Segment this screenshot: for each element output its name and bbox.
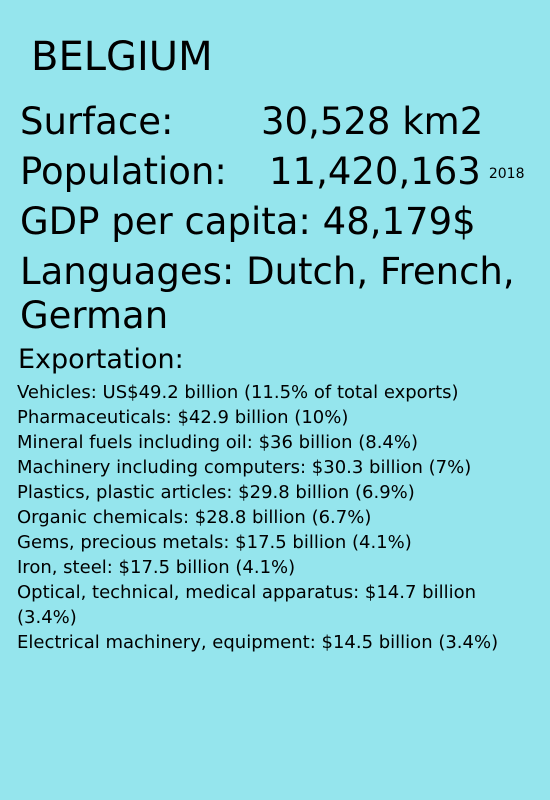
population-label: Population: <box>20 150 227 193</box>
export-item-plastics: Plastics, plastic articles: $29.8 billio… <box>17 482 415 503</box>
languages: Languages: Dutch, French, German <box>20 250 515 337</box>
export-item-mineral-fuels: Mineral fuels including oil: $36 billion… <box>17 432 419 453</box>
export-item-iron-steel: Iron, steel: $17.5 billion (4.1%) <box>17 557 296 578</box>
exportation-heading: Exportation: <box>18 344 184 375</box>
surface-label: Surface: <box>20 100 174 143</box>
export-item-pharmaceuticals: Pharmaceuticals: $42.9 billion (10%) <box>17 407 349 428</box>
exportation-list: Vehicles: US$49.2 billion (11.5% of tota… <box>17 380 539 655</box>
gdp-per-capita: GDP per capita: 48,179$ <box>20 200 476 243</box>
export-item-vehicles: Vehicles: US$49.2 billion (11.5% of tota… <box>17 382 459 403</box>
country-title: BELGIUM <box>31 34 213 80</box>
surface-value: 30,528 km2 <box>261 100 484 143</box>
population-value: 11,420,163 <box>269 150 481 193</box>
export-item-electrical: Electrical machinery, equipment: $14.5 b… <box>17 632 499 653</box>
population-row: Population: 11,420,163 2018 <box>20 150 525 196</box>
export-item-organic-chemicals: Organic chemicals: $28.8 billion (6.7%) <box>17 507 372 528</box>
export-item-optical: Optical, technical, medical apparatus: $… <box>17 582 476 628</box>
surface-row: Surface: 30,528 km2 <box>20 100 483 144</box>
export-item-machinery: Machinery including computers: $30.3 bil… <box>17 457 472 478</box>
export-item-gems: Gems, precious metals: $17.5 billion (4.… <box>17 532 412 553</box>
population-year: 2018 <box>488 165 525 182</box>
